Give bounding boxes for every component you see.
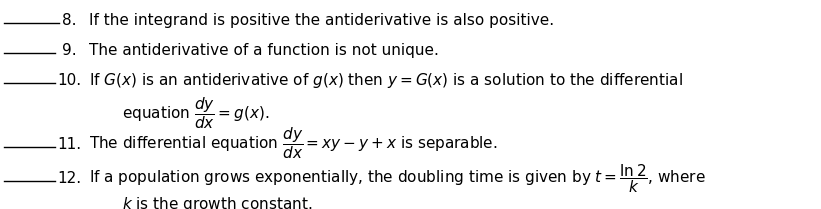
Text: If a population grows exponentially, the doubling time is given by $t = \dfrac{\: If a population grows exponentially, the… [89,162,705,195]
Text: 10.: 10. [57,73,81,88]
Text: If $G(x)$ is an antiderivative of $g(x)$ then $y = G(x)$ is a solution to the di: If $G(x)$ is an antiderivative of $g(x)$… [89,71,682,90]
Text: 12.: 12. [57,171,81,186]
Text: The differential equation $\dfrac{dy}{dx} = xy - y + x$ is separable.: The differential equation $\dfrac{dy}{dx… [89,126,498,161]
Text: $k$ is the growth constant.: $k$ is the growth constant. [122,195,312,209]
Text: equation $\dfrac{dy}{dx} = g(x)$.: equation $\dfrac{dy}{dx} = g(x)$. [122,95,268,131]
Text: The antiderivative of a function is not unique.: The antiderivative of a function is not … [89,43,438,58]
Text: 8.: 8. [62,13,76,28]
Text: If the integrand is positive the antiderivative is also positive.: If the integrand is positive the antider… [89,13,554,28]
Text: 9.: 9. [62,43,76,58]
Text: 11.: 11. [57,138,81,152]
